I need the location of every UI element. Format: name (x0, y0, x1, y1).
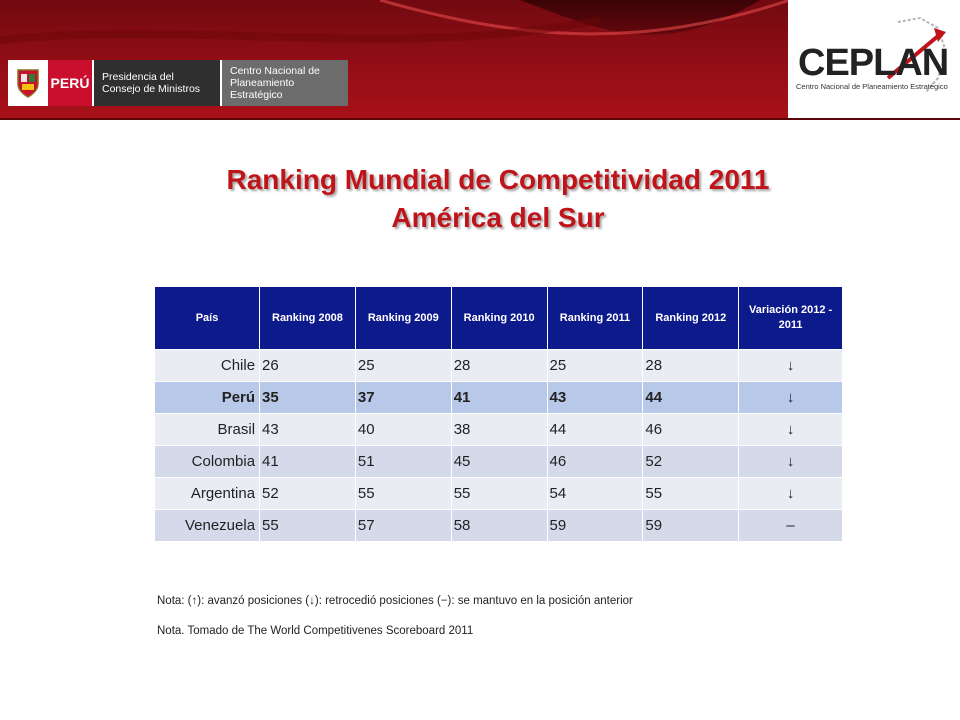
header-2012: Ranking 2012 (642, 287, 740, 350)
cell-2012: 44 (642, 381, 740, 414)
header-country: País (155, 287, 261, 350)
cell-variation: ↓ (738, 413, 843, 446)
cell-variation: ↓ (738, 477, 843, 510)
cell-2011: 44 (547, 413, 644, 446)
table-row: Perú 35 37 41 43 44 ↓ (155, 381, 843, 414)
cell-country: Perú (155, 381, 261, 414)
cell-2008: 26 (259, 349, 356, 382)
ceplan-org-label: Centro Nacional de Planeamiento Estratég… (220, 60, 348, 106)
peru-gov-logo: PERÚ Presidencia del Consejo de Ministro… (8, 60, 348, 106)
cell-2008: 35 (259, 381, 356, 414)
cell-2008: 43 (259, 413, 356, 446)
cell-2010: 45 (451, 445, 548, 478)
table-row: Colombia 41 51 45 46 52 ↓ (155, 445, 843, 478)
cell-2011: 59 (547, 509, 644, 541)
cell-2009: 57 (355, 509, 452, 541)
cell-2009: 25 (355, 349, 452, 382)
cell-2011: 43 (547, 381, 644, 414)
cell-2010: 41 (451, 381, 548, 414)
banner-divider (0, 118, 960, 120)
cell-2012: 46 (642, 413, 740, 446)
cell-variation: ↓ (738, 381, 843, 414)
cell-2009: 55 (355, 477, 452, 510)
legend-note: Nota: (↑): avanzó posiciones (↓): retroc… (157, 595, 633, 607)
header-2009: Ranking 2009 (355, 287, 452, 350)
pcm-text: Presidencia del Consejo de Ministros (102, 71, 201, 95)
source-note: Nota. Tomado de The World Competitivenes… (157, 625, 474, 637)
table-header-row: País Ranking 2008 Ranking 2009 Ranking 2… (155, 287, 843, 350)
header-2011: Ranking 2011 (547, 287, 644, 350)
cell-country: Brasil (155, 413, 261, 446)
cell-2009: 40 (355, 413, 452, 446)
cell-2010: 38 (451, 413, 548, 446)
cell-2012: 28 (642, 349, 740, 382)
cell-2011: 46 (547, 445, 644, 478)
ceplan-wordmark: CEPLAN (798, 42, 949, 84)
cell-country: Chile (155, 349, 261, 382)
cell-variation: – (738, 509, 843, 541)
ceplan-org-text: Centro Nacional de Planeamiento Estratég… (230, 65, 320, 101)
page-subtitle: América del Sur (391, 202, 605, 233)
header-2010: Ranking 2010 (451, 287, 548, 350)
cell-2008: 52 (259, 477, 356, 510)
cell-variation: ↓ (738, 445, 843, 478)
cell-2012: 59 (642, 509, 740, 541)
cell-country: Colombia (155, 445, 261, 478)
table-row: Brasil 43 40 38 44 46 ↓ (155, 413, 843, 446)
cell-country: Venezuela (155, 509, 261, 541)
cell-2010: 58 (451, 509, 548, 541)
ceplan-subtitle: Centro Nacional de Planeamiento Estratég… (796, 82, 948, 91)
coat-of-arms-icon (8, 60, 48, 106)
cell-2012: 52 (642, 445, 740, 478)
cell-2008: 55 (259, 509, 356, 541)
cell-2011: 54 (547, 477, 644, 510)
cell-2010: 55 (451, 477, 548, 510)
table-row: Argentina 52 55 55 54 55 ↓ (155, 477, 843, 510)
cell-2012: 55 (642, 477, 740, 510)
cell-2009: 37 (355, 381, 452, 414)
cell-2008: 41 (259, 445, 356, 478)
page-title: Ranking Mundial de Competitividad 2011 (226, 164, 770, 195)
peru-map-icon (886, 16, 948, 93)
cell-2009: 51 (355, 445, 452, 478)
ranking-table: País Ranking 2008 Ranking 2009 Ranking 2… (155, 287, 843, 541)
peru-label: PERÚ (48, 60, 92, 106)
cell-2011: 25 (547, 349, 644, 382)
header-banner: PERÚ Presidencia del Consejo de Ministro… (0, 0, 960, 120)
cell-country: Argentina (155, 477, 261, 510)
pcm-label: Presidencia del Consejo de Ministros (92, 60, 220, 106)
table-row: Venezuela 55 57 58 59 59 – (155, 509, 843, 541)
cell-2010: 28 (451, 349, 548, 382)
header-variation: Variación 2012 - 2011 (738, 287, 843, 350)
table-row: Chile 26 25 28 25 28 ↓ (155, 349, 843, 382)
header-2008: Ranking 2008 (259, 287, 356, 350)
ceplan-logo: CEPLAN Centro Nacional de Planeamiento E… (788, 0, 960, 118)
cell-variation: ↓ (738, 349, 843, 382)
